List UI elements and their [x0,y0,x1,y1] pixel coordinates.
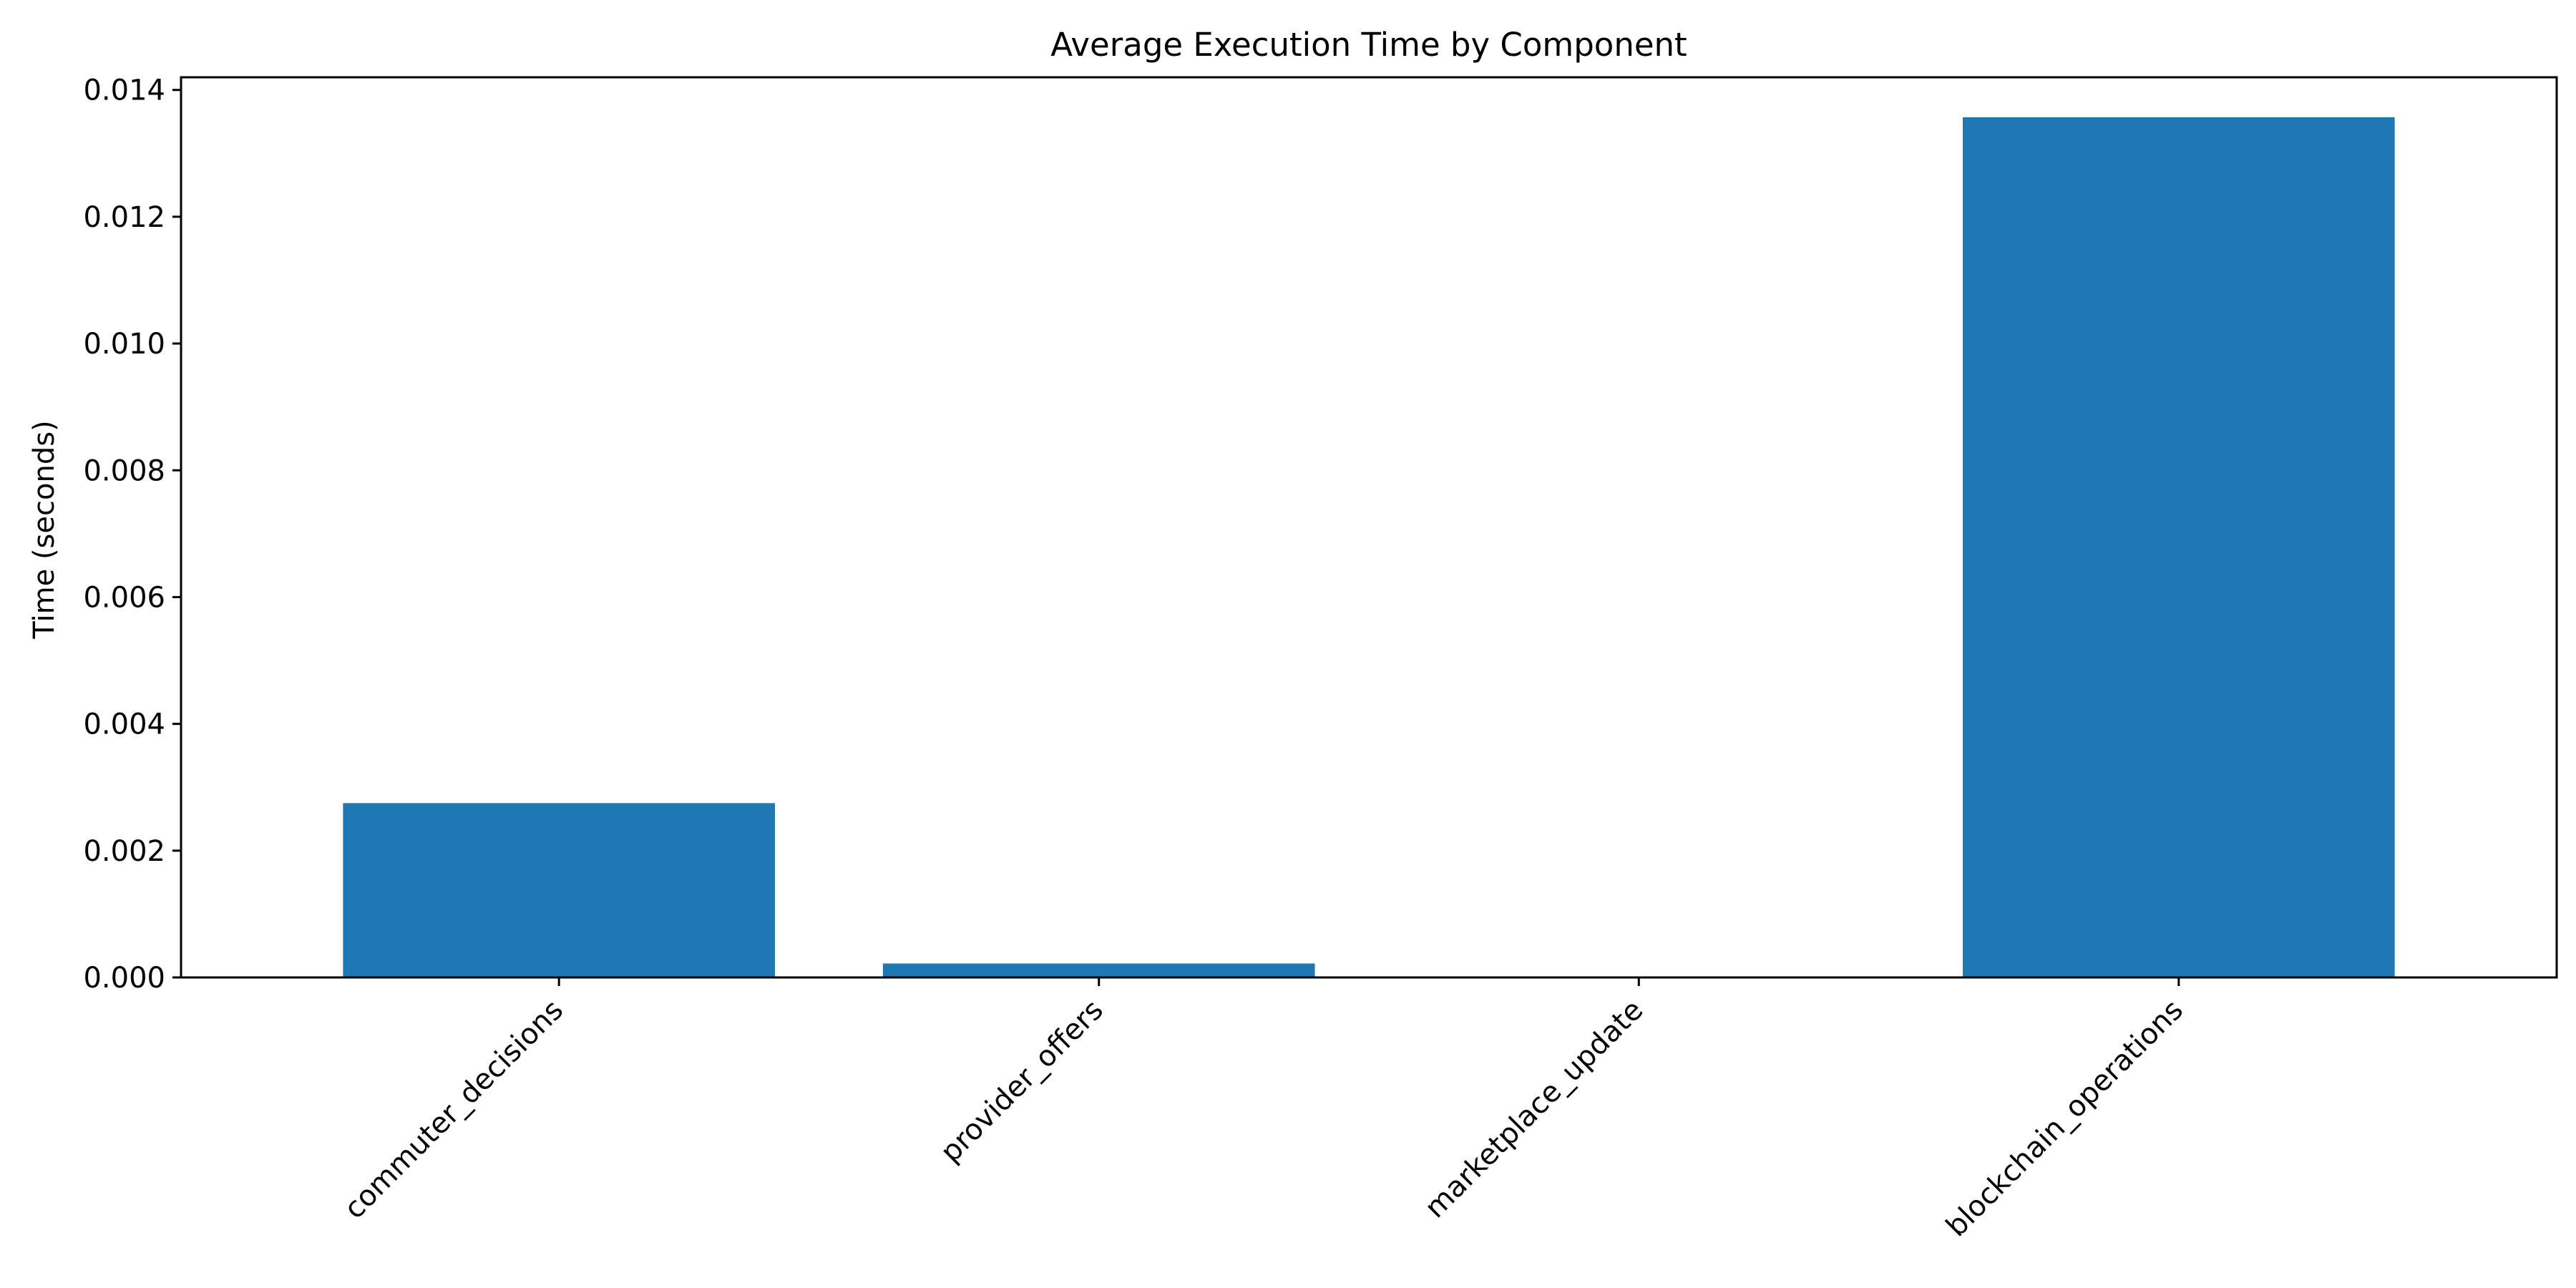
y-tick-label: 0.004 [83,708,165,741]
y-tick-label: 0.002 [83,835,165,868]
y-tick-label: 0.008 [83,454,165,487]
bars-group [343,117,2395,977]
chart-title: Average Execution Time by Component [1050,26,1687,64]
y-tick-label: 0.014 [83,74,165,107]
y-tick-label: 0.010 [83,328,165,361]
y-axis-label: Time (seconds) [28,420,61,639]
y-tick-label: 0.000 [83,962,165,995]
y-tick-label: 0.012 [83,201,165,234]
bar-commuter_decisions [343,803,775,977]
y-tick-label: 0.006 [83,581,165,614]
bar-provider_offers [882,963,1315,977]
bar-blockchain_operations [1963,117,2395,977]
y-axis: 0.000 0.002 0.004 0.006 0.008 0.010 0.012 0.014 [83,74,181,995]
plot-frame [180,76,2558,979]
